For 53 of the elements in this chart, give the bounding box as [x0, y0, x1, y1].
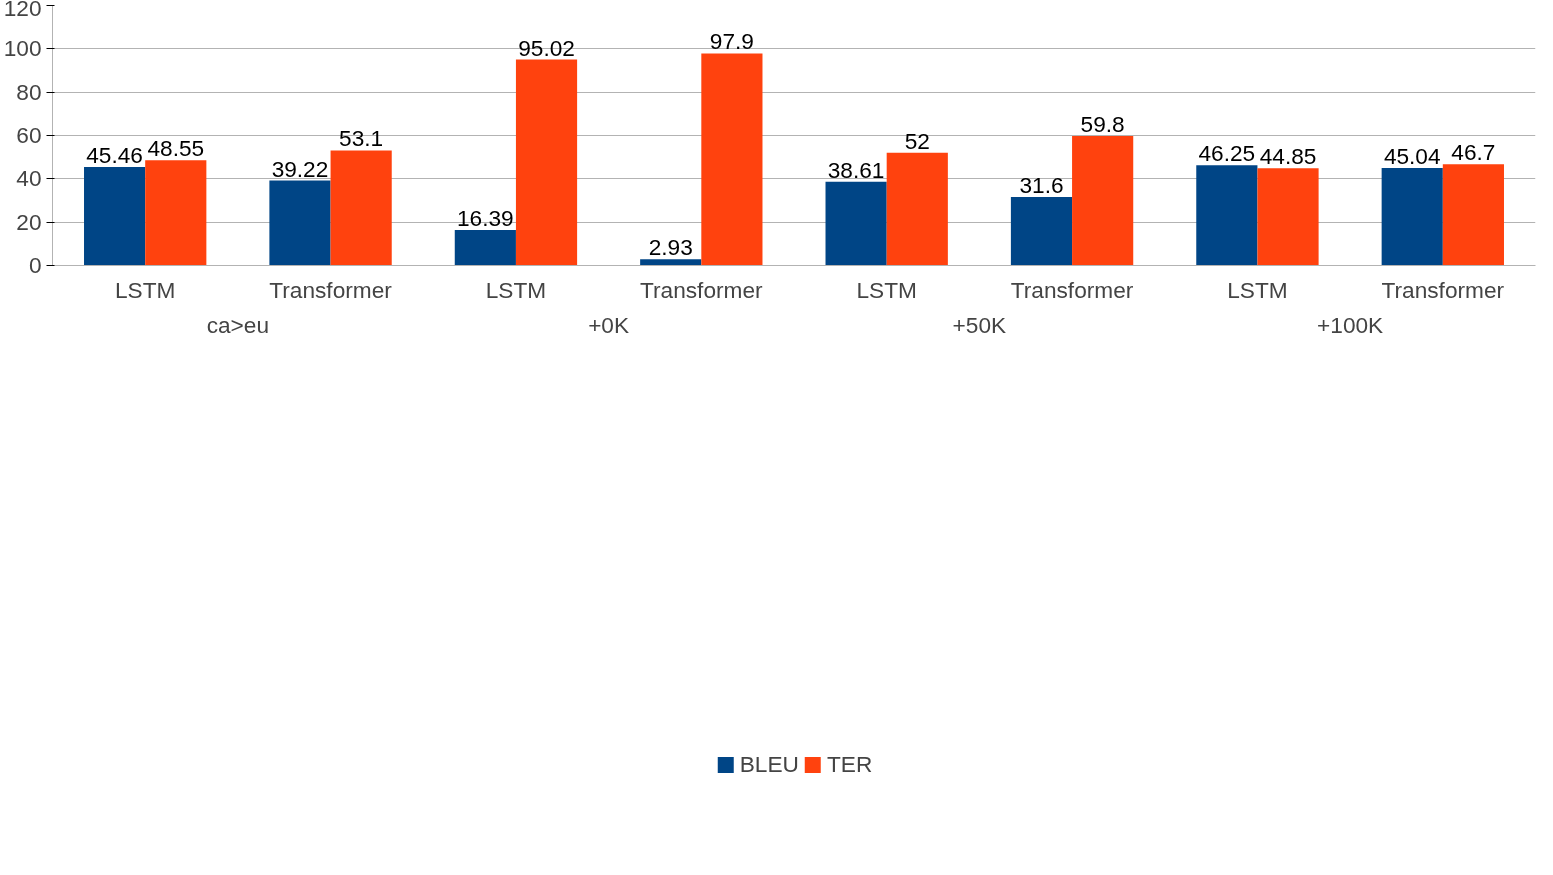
x-tick-label: LSTM — [856, 276, 917, 303]
bar — [1381, 167, 1443, 266]
bar — [1010, 197, 1073, 266]
bar — [1196, 165, 1258, 266]
data-label: 97.9 — [709, 28, 754, 55]
y-tick-label: 100 — [3, 35, 42, 62]
data-label: 48.55 — [147, 135, 205, 162]
text: +100K — [1317, 311, 1384, 338]
data-label: 45.46 — [86, 142, 143, 168]
bar — [1257, 168, 1319, 266]
data-label: 95.02 — [518, 34, 575, 61]
x-tick-label: Transformer — [1381, 276, 1505, 303]
y-tick-label: 60 — [16, 122, 42, 148]
bar — [886, 152, 948, 266]
y-tick-label: 80 — [16, 78, 42, 105]
y-tick-label: 20 — [16, 208, 42, 235]
data-label: 46.25 — [1198, 140, 1256, 167]
bar — [640, 259, 702, 266]
data-label: 45.04 — [1383, 142, 1441, 169]
data-label: 44.85 — [1259, 143, 1317, 170]
x-tick-label: Transformer — [269, 276, 393, 303]
bar — [454, 229, 516, 266]
text: +0K — [588, 311, 630, 338]
data-label: 2.93 — [648, 234, 693, 261]
y-tick-label: 0 — [28, 252, 42, 278]
bar — [825, 181, 887, 266]
bar — [145, 160, 207, 266]
legend-label: BLEU — [739, 750, 799, 778]
bar — [701, 53, 763, 266]
data-label: 39.22 — [271, 155, 329, 182]
data-label: 16.39 — [457, 204, 514, 231]
data-label: 38.61 — [827, 156, 885, 183]
bar — [1442, 164, 1504, 266]
y-tick-label: 120 — [3, 0, 42, 21]
data-label: 53.1 — [339, 125, 384, 152]
bar — [269, 180, 331, 266]
x-tick-label: LSTM — [114, 276, 176, 303]
bar — [84, 167, 146, 266]
text: +50K — [952, 311, 1007, 338]
bar — [330, 150, 392, 266]
x-tick-label: LSTM — [485, 276, 547, 303]
x-tick-label: Transformer — [640, 276, 764, 303]
data-label: 31.6 — [1019, 172, 1064, 199]
data-label: 52 — [904, 127, 930, 154]
text: ca>eu — [206, 311, 270, 338]
legend-label: TER — [826, 750, 873, 778]
data-label: 59.8 — [1080, 110, 1125, 137]
bar — [1072, 135, 1134, 266]
x-tick-label: Transformer — [1010, 276, 1134, 303]
y-tick-label: 40 — [16, 165, 42, 192]
x-tick-label: LSTM — [1227, 276, 1288, 303]
data-label: 46.7 — [1451, 139, 1496, 166]
bar — [515, 59, 578, 266]
